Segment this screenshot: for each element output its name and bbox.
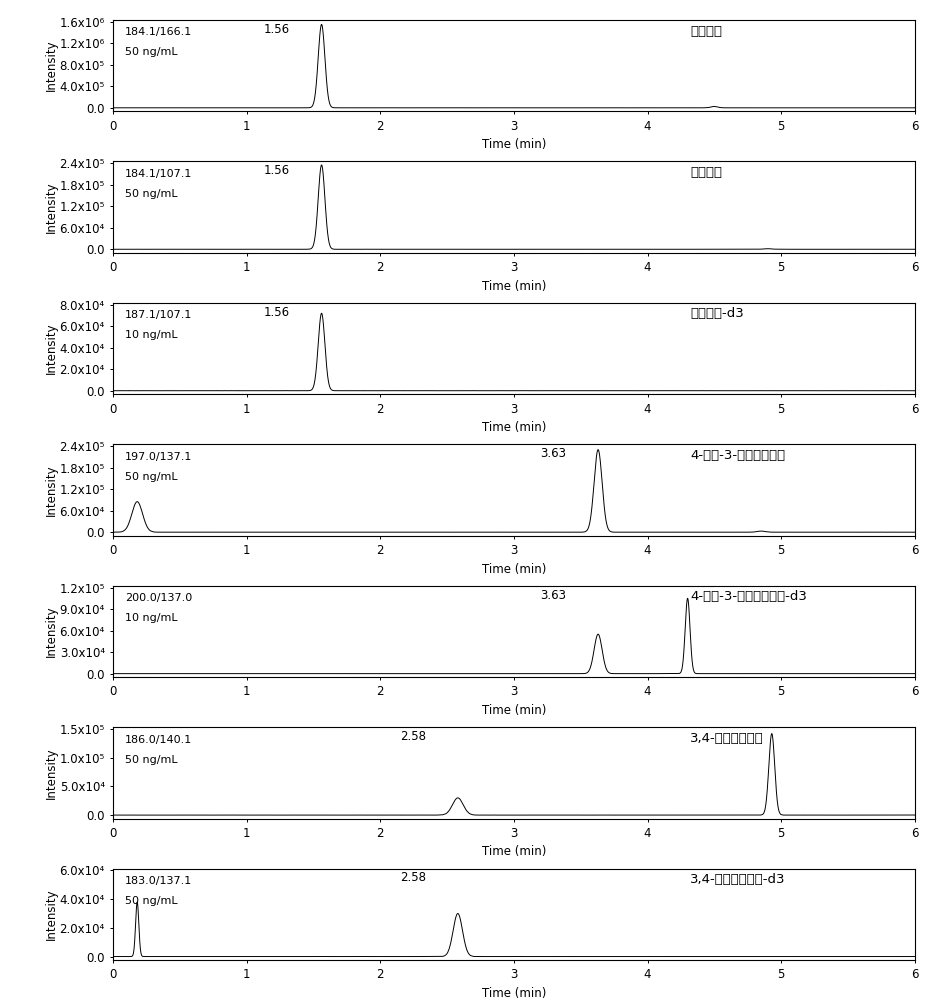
Text: 1.56: 1.56 [263,164,290,177]
X-axis label: Time (min): Time (min) [482,138,546,151]
Text: 200.0/137.0: 200.0/137.0 [125,593,192,603]
Text: 3,4-二羟基扁桃酸-d3: 3,4-二羟基扁桃酸-d3 [690,873,786,886]
Text: 197.0/137.1: 197.0/137.1 [125,452,192,462]
Text: 4-羟基-3-甲氧基扁桃酸-d3: 4-羟基-3-甲氧基扁桃酸-d3 [690,590,807,603]
Text: 184.1/166.1: 184.1/166.1 [125,27,192,37]
Text: 1.56: 1.56 [263,306,290,319]
X-axis label: Time (min): Time (min) [482,987,546,1000]
Text: 186.0/140.1: 186.0/140.1 [125,735,192,745]
Text: 肾上腺素: 肾上腺素 [690,166,722,179]
Text: 10 ng/mL: 10 ng/mL [125,613,178,623]
X-axis label: Time (min): Time (min) [482,845,546,858]
Text: 50 ng/mL: 50 ng/mL [125,755,178,765]
Y-axis label: Intensity: Intensity [45,181,58,233]
Text: 3.63: 3.63 [540,447,566,460]
X-axis label: Time (min): Time (min) [482,704,546,717]
Text: 184.1/107.1: 184.1/107.1 [125,169,192,179]
X-axis label: Time (min): Time (min) [482,280,546,293]
Text: 1.56: 1.56 [263,23,290,36]
X-axis label: Time (min): Time (min) [482,563,546,576]
Y-axis label: Intensity: Intensity [45,40,58,91]
Y-axis label: Intensity: Intensity [45,747,58,799]
Y-axis label: Intensity: Intensity [45,606,58,657]
Text: 50 ng/mL: 50 ng/mL [125,189,178,199]
Text: 2.58: 2.58 [400,871,426,884]
Text: 50 ng/mL: 50 ng/mL [125,896,178,906]
Text: 183.0/137.1: 183.0/137.1 [125,876,192,886]
Text: 50 ng/mL: 50 ng/mL [125,47,178,57]
Text: 2.58: 2.58 [400,730,426,743]
Text: 187.1/107.1: 187.1/107.1 [125,310,192,320]
Text: 50 ng/mL: 50 ng/mL [125,472,178,482]
Y-axis label: Intensity: Intensity [45,464,58,516]
X-axis label: Time (min): Time (min) [482,421,546,434]
Text: 肾上腺素-d3: 肾上腺素-d3 [690,307,744,320]
Text: 3.63: 3.63 [540,589,566,602]
Text: 3,4-二羟基扁桃酸: 3,4-二羟基扁桃酸 [690,732,764,745]
Text: 4-羟基-3-甲氧基扁桃酸: 4-羟基-3-甲氧基扁桃酸 [690,449,786,462]
Y-axis label: Intensity: Intensity [45,889,58,940]
Y-axis label: Intensity: Intensity [45,323,58,374]
Text: 10 ng/mL: 10 ng/mL [125,330,178,340]
Text: 肾上腺素: 肾上腺素 [690,25,722,38]
